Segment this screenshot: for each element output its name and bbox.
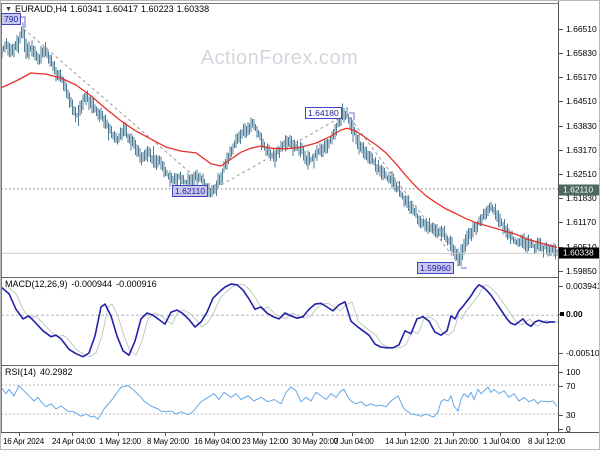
axis-tick — [559, 222, 563, 223]
time-label: 24 Apr 04:00 — [52, 437, 95, 446]
axis-flag-current-price: 1.60338 — [559, 247, 599, 259]
axis-label: 1.63830 — [566, 121, 597, 131]
time-label: 8 May 20:00 — [147, 437, 189, 446]
time-label: 1 Jul 04:00 — [483, 437, 520, 446]
macd-canvas — [1, 283, 558, 358]
close-value: 1.60338 — [176, 4, 210, 14]
rsi-panel[interactable]: RSI(14) 40.2982 — [1, 366, 558, 432]
axis-tick — [559, 286, 563, 287]
time-tick — [214, 433, 215, 436]
axis-label: 1.64510 — [566, 96, 597, 106]
macd-name: MACD(12,26,9) — [5, 279, 68, 289]
top-border — [1, 3, 599, 4]
time-label: 14 Jun 12:00 — [385, 437, 429, 446]
macd-signal-value: -0.000916 — [116, 279, 157, 289]
axis-tick — [559, 353, 563, 354]
axis-tick — [559, 174, 563, 175]
axis-tick — [559, 271, 563, 272]
rsi-name: RSI(14) — [5, 367, 37, 377]
time-label: 30 May 20:00 — [292, 437, 339, 446]
macd-zero-tick-marker — [560, 312, 564, 316]
rsi-header: RSI(14) 40.2982 — [5, 367, 77, 377]
time-label: 16 May 04:00 — [194, 437, 241, 446]
axis-tick — [559, 77, 563, 78]
watermark: ActionForex.com — [200, 47, 359, 69]
axis-tick — [559, 126, 563, 127]
axis-label: 1.63170 — [566, 145, 597, 155]
time-tick — [547, 433, 548, 436]
axis-label: 1.60510 — [566, 242, 597, 252]
axis-label: 1.62510 — [566, 169, 597, 179]
time-tick — [118, 433, 119, 436]
axis-label: 1.59850 — [566, 266, 597, 276]
axis-tick — [559, 53, 563, 54]
macd-value: -0.000944 — [71, 279, 113, 289]
macd-header: MACD(12,26,9) -0.000944 -0.000916 — [5, 279, 161, 289]
time-tick — [165, 433, 166, 436]
high-value: 1.60417 — [105, 4, 139, 14]
axis-label: 1.61830 — [566, 193, 597, 203]
time-axis[interactable]: 16 Apr 2024 24 Apr 04:00 1 May 12:00 8 May … — [1, 432, 599, 449]
time-tick — [72, 433, 73, 436]
panel-separator-macd[interactable] — [1, 277, 599, 278]
time-tick — [352, 433, 353, 436]
left-border — [1, 3, 2, 432]
axis-tick — [559, 372, 563, 373]
price-flag-1-59960[interactable]: 1.59960 — [417, 262, 454, 274]
time-tick — [500, 433, 501, 436]
price-chart-panel[interactable]: ActionForex.com ▼ EURAUD,H4 1.60341 1.60417… — [1, 3, 558, 277]
axis-label: 1.66510 — [566, 24, 597, 34]
price-flag-1-64180[interactable]: 1.64180 — [305, 107, 342, 119]
time-tick — [19, 433, 20, 436]
axis-label: 0 — [566, 424, 571, 434]
ohlc-header: ▼ EURAUD,H4 1.60341 1.60417 1.60223 1.60338 — [5, 4, 212, 14]
time-tick — [312, 433, 313, 436]
macd-panel[interactable]: MACD(12,26,9) -0.000944 -0.000916 — [1, 278, 558, 365]
axis-tick — [559, 198, 563, 199]
time-label: 16 Apr 2024 — [3, 437, 44, 446]
price-flag-790[interactable]: 790 — [1, 13, 22, 25]
time-tick — [262, 433, 263, 436]
axis-label: 30 — [566, 410, 576, 420]
axis-label: 1.65830 — [566, 48, 597, 58]
low-value: 1.60223 — [141, 4, 174, 14]
axis-label: 0.00 — [566, 309, 583, 319]
time-tick — [405, 433, 406, 436]
symbol-dropdown-icon[interactable]: ▼ — [5, 6, 12, 13]
time-label: 23 May 12:00 — [242, 437, 289, 446]
axis-label: 100 — [566, 367, 581, 377]
axis-tick — [559, 415, 563, 416]
axis-label: 1.61170 — [566, 217, 597, 227]
open-value: 1.60341 — [69, 4, 103, 14]
axis-label: -0.005103 — [566, 348, 600, 358]
time-label: 7 Jun 04:00 — [334, 437, 374, 446]
rsi-canvas — [1, 384, 558, 420]
price-axis[interactable]: 1.66510 1.65830 1.65170 1.64510 1.63830 1.631… — [558, 1, 600, 434]
axis-flag-level: 1.62110 — [559, 184, 599, 196]
axis-tick — [559, 386, 563, 387]
price-chart-canvas — [1, 16, 558, 269]
axis-label: 0.003941 — [566, 281, 600, 291]
time-label: 8 Jul 12:00 — [528, 437, 565, 446]
axis-tick — [559, 29, 563, 30]
panel-separator-rsi[interactable] — [1, 365, 599, 366]
symbol-timeframe: EURAUD,H4 — [14, 4, 67, 14]
time-tick — [453, 433, 454, 436]
axis-tick — [559, 429, 563, 430]
axis-tick — [559, 150, 563, 151]
time-label: 21 Jun 20:00 — [434, 437, 478, 446]
price-flag-1-62110[interactable]: 1.62110 — [172, 185, 209, 197]
time-label: 1 May 12:00 — [99, 437, 141, 446]
axis-tick — [559, 101, 563, 102]
axis-label: 1.65170 — [566, 72, 597, 82]
rsi-value: 40.2982 — [40, 367, 73, 377]
axis-label: 70 — [566, 381, 576, 391]
